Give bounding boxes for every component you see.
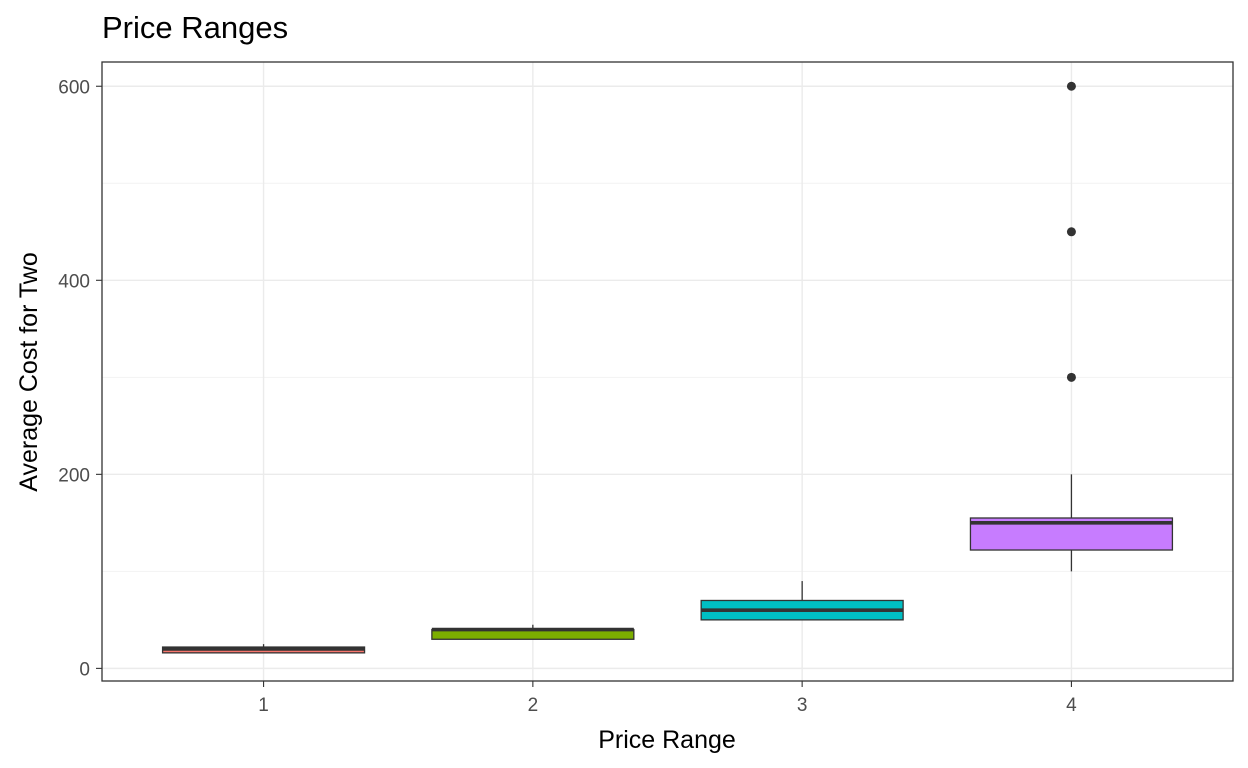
- y-tick-label: 200: [58, 465, 90, 486]
- grid-lines: [102, 62, 1233, 681]
- box-group-3: [700, 581, 904, 621]
- y-tick-label: 600: [58, 77, 90, 98]
- axis-layer: 0 200 400 600 1 2 3 4: [58, 77, 1077, 716]
- outlier-point: [1066, 81, 1076, 91]
- box-group-1: [161, 644, 366, 654]
- x-axis-title: Price Range: [598, 726, 736, 754]
- y-axis-title: Average Cost for Two: [15, 252, 43, 491]
- x-tick-label: 1: [258, 695, 269, 716]
- box-layer: [161, 81, 1174, 654]
- chart-title: Price Ranges: [102, 10, 289, 45]
- x-tick-label: 4: [1066, 695, 1077, 716]
- plot-panel-border: [101, 61, 1234, 682]
- box-group-2: [431, 624, 635, 640]
- box-group-4: [969, 81, 1174, 572]
- y-tick-label: 0: [79, 659, 90, 680]
- x-tick-label: 2: [528, 695, 539, 716]
- y-tick-label: 400: [58, 271, 90, 292]
- x-tick-label: 3: [797, 695, 808, 716]
- outlier-point: [1066, 227, 1076, 237]
- outlier-point: [1066, 372, 1076, 382]
